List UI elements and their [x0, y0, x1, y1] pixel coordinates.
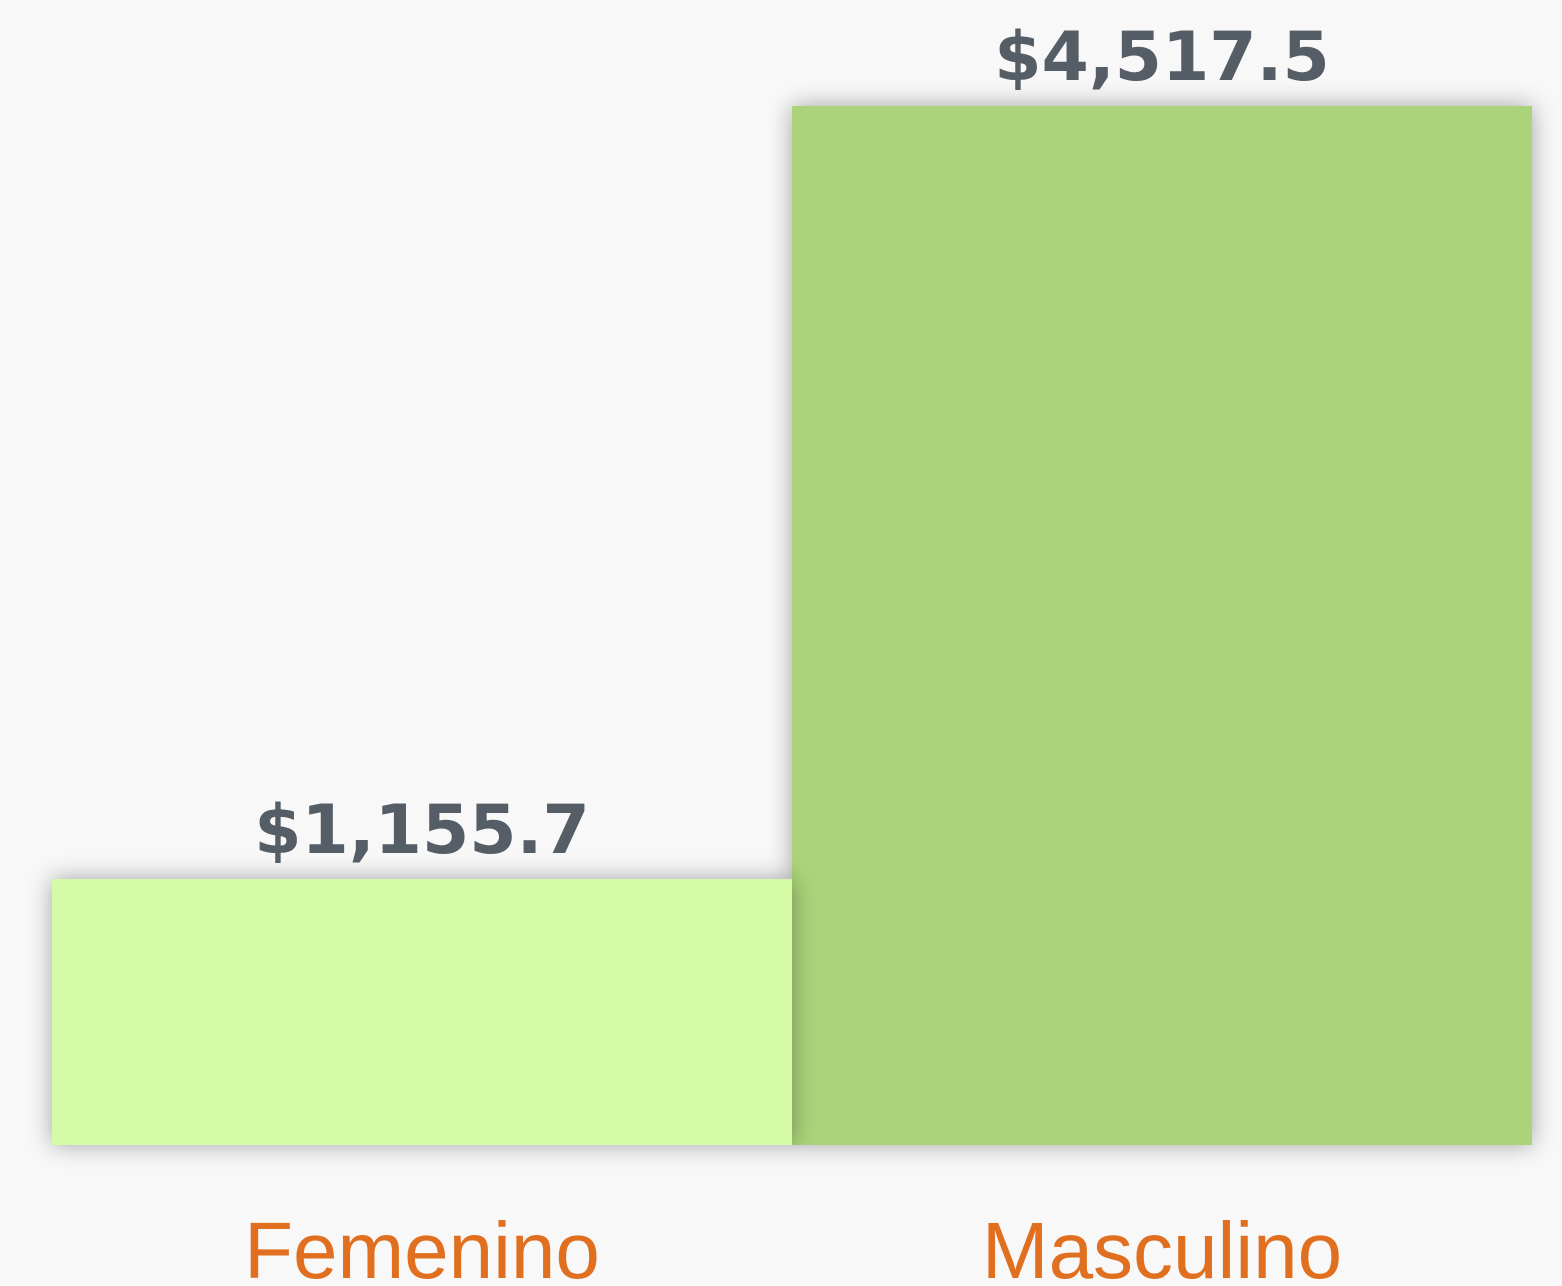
x-tick-label: Masculino	[982, 1206, 1342, 1286]
data-label: $1,155.7	[254, 791, 590, 870]
x-tick-label: Femenino	[244, 1206, 600, 1286]
bar	[52, 879, 792, 1145]
data-label: $4,517.5	[994, 18, 1330, 97]
bar	[792, 106, 1532, 1145]
